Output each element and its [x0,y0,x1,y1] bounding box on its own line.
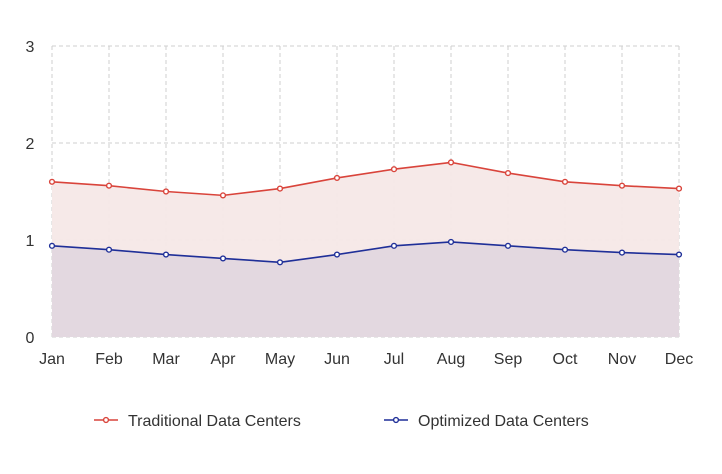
x-tick-label-jul: Jul [384,351,404,368]
series-0-point-apr [219,192,227,199]
x-tick-label-nov: Nov [608,351,636,368]
series-0-point-jun [333,174,341,182]
legend-label-1: Optimized Data Centers [418,413,589,430]
y-tick-label-2: 2 [26,136,35,153]
series-0-point-jul [390,166,398,173]
x-tick-label-aug: Aug [437,351,465,368]
series-1-point-feb [105,246,113,253]
series-0-point-nov [618,182,626,189]
series-lines [51,161,680,264]
series-1-point-sep [504,242,512,249]
series-1-area [52,241,679,337]
x-tick-label-apr: Apr [211,351,237,368]
y-tick-label-3: 3 [26,39,35,56]
series-0-point-jan [48,178,56,185]
series-0-line [51,161,680,197]
series-1-point-mar [162,251,170,258]
legend-swatch-marker-0 [102,416,110,424]
series-1-point-oct [561,246,569,253]
x-tick-label-feb: Feb [95,351,123,368]
x-tick-label-sep: Sep [494,351,523,368]
legend-swatch-marker-1 [392,416,400,424]
series-1-point-jun [333,251,341,258]
y-axis-ticks: 0 1 2 3 [26,39,35,347]
legend-label-0: Traditional Data Centers [128,413,301,430]
series-0-point-aug [447,159,455,166]
series-1-point-aug [447,238,455,246]
series-1-point-apr [219,255,227,262]
series-0-point-sep [504,169,512,177]
series-0-point-may [276,185,284,192]
x-axis-ticks: Jan Feb Mar Apr May Jun Jul Aug Sep Oct Nov Dec [39,351,693,368]
series-1-point-nov [618,249,626,256]
x-tick-label-jan: Jan [39,351,65,368]
y-tick-label-0: 0 [26,330,35,347]
x-tick-label-mar: Mar [152,351,180,368]
x-tick-label-oct: Oct [553,351,578,368]
series-1-point-may [276,259,284,266]
series-points [48,159,683,266]
series-1-point-jul [390,242,398,249]
series-1-point-dec [675,251,683,258]
x-tick-label-jun: Jun [324,351,350,368]
series-0-point-feb [105,182,113,189]
series-1-line [51,241,680,264]
legend: Traditional Data Centers Optimized Data C… [94,413,589,430]
series-0-point-mar [162,188,170,195]
y-tick-label-1: 1 [26,233,35,250]
x-tick-label-dec: Dec [665,351,693,368]
x-tick-label-may: May [265,351,295,368]
series-1-point-jan [48,242,56,249]
series-0-point-dec [675,185,683,192]
series-0-point-oct [561,178,569,185]
